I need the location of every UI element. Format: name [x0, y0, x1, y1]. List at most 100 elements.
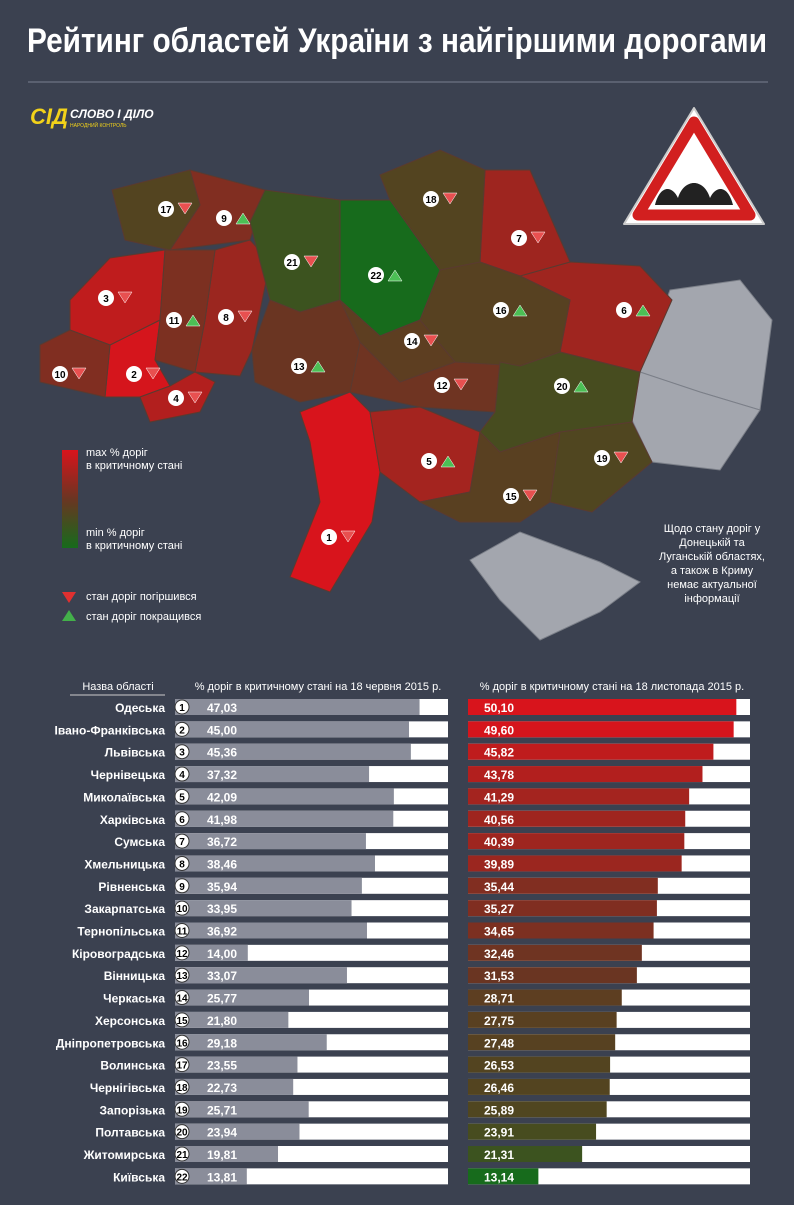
june-bar	[175, 1146, 279, 1162]
nov-track	[468, 1168, 750, 1185]
rank-number: 9	[221, 214, 227, 225]
rank-badge	[421, 453, 437, 469]
nov-value: 27,48	[484, 1036, 514, 1050]
nov-bar	[468, 1101, 607, 1118]
col-name: Назва області	[82, 681, 153, 693]
rank-number: 13	[176, 971, 188, 982]
region	[339, 199, 441, 337]
rank-number: 16	[495, 306, 507, 317]
june-value: 25,71	[207, 1103, 237, 1117]
region-name: Хмельницька	[84, 857, 165, 871]
region-name: Житомирська	[83, 1148, 166, 1162]
rank-number: 8	[179, 859, 185, 870]
rank-badge	[174, 1079, 190, 1095]
june-value: 33,07	[207, 969, 237, 983]
region-name: Кіровоградська	[72, 947, 165, 961]
rank-badge	[216, 210, 232, 226]
rank-number: 3	[103, 294, 109, 305]
june-bar	[175, 1034, 327, 1051]
june-value: 36,72	[207, 835, 237, 849]
note: Щодо стану доріг у Донецькій та Луганській…	[659, 523, 765, 605]
rank-number: 10	[54, 370, 66, 381]
region-name: Миколаївська	[83, 790, 165, 804]
region-name: Волинська	[100, 1059, 165, 1073]
trend-worse	[145, 367, 161, 380]
nov-bar	[468, 1168, 539, 1185]
nov-bar	[468, 1078, 610, 1095]
june-value: 23,94	[207, 1126, 237, 1140]
trend-better	[387, 269, 403, 282]
rank-number: 4	[179, 770, 185, 781]
june-value: 47,03	[207, 701, 237, 715]
rank-number: 12	[176, 949, 188, 960]
logo-name: СЛОВО І ДІЛО	[70, 107, 154, 121]
region-name: Запорізька	[100, 1103, 166, 1117]
region-name: Черкаська	[103, 992, 165, 1006]
nov-value: 26,46	[484, 1081, 514, 1095]
nov-value: 40,56	[484, 813, 514, 827]
trend-better	[635, 304, 651, 317]
nov-bar	[468, 1056, 611, 1073]
nov-value: 27,75	[484, 1014, 514, 1028]
rank-badge	[174, 1057, 190, 1073]
trend-worse	[423, 334, 439, 347]
june-bar	[175, 1078, 294, 1095]
rank-number: 19	[596, 454, 608, 465]
logo-sub: НАРОДНИЙ КОНТРОЛЬ	[70, 121, 127, 129]
rank-badge	[284, 254, 300, 270]
rank-number: 10	[176, 904, 188, 915]
rank-badge	[166, 312, 182, 328]
nov-value: 21,31	[484, 1148, 514, 1162]
rank-badge	[174, 811, 190, 827]
june-value: 36,92	[207, 925, 237, 939]
rank-badge	[174, 855, 190, 871]
nov-value: 26,53	[484, 1059, 514, 1073]
trend-better	[440, 455, 456, 468]
june-value: 41,98	[207, 813, 237, 827]
trend-worse	[177, 202, 193, 215]
rank-badge	[291, 358, 307, 374]
june-value: 37,32	[207, 768, 237, 782]
rank-number: 21	[286, 258, 298, 269]
map-legend: max % доріг в критичному стані min % дорі…	[62, 447, 201, 623]
rank-number: 12	[436, 381, 448, 392]
nov-value: 35,27	[484, 902, 514, 916]
trend-worse	[71, 367, 87, 380]
rank-badge	[52, 366, 68, 382]
legend-gradient	[62, 450, 78, 548]
trend-better	[310, 360, 326, 373]
rank-badge	[174, 990, 190, 1006]
occupied-region	[469, 531, 641, 641]
rank-badge	[368, 267, 384, 283]
june-value: 35,94	[207, 880, 237, 894]
logo-mark: СІД	[30, 104, 68, 129]
rank-badge	[174, 721, 190, 737]
trend-better	[573, 380, 589, 393]
nov-bar	[468, 1011, 617, 1028]
rank-badge	[174, 945, 190, 961]
nov-value: 43,78	[484, 768, 514, 782]
june-bar	[175, 1011, 289, 1028]
rank-number: 20	[556, 382, 568, 393]
trend-worse	[117, 291, 133, 304]
rank-number: 11	[169, 316, 180, 327]
rank-number: 5	[426, 457, 432, 468]
rank-number: 18	[425, 195, 437, 206]
rank-badge	[174, 788, 190, 804]
region-name: Чернівецька	[91, 768, 166, 782]
rank-badge	[174, 1146, 190, 1162]
nov-bar	[468, 967, 637, 984]
nov-bar	[468, 788, 690, 805]
rank-badge	[321, 529, 337, 545]
june-value: 25,77	[207, 992, 237, 1006]
rank-badge	[511, 230, 527, 246]
nov-bar	[468, 922, 654, 939]
region-name: Харківська	[100, 813, 165, 827]
rank-badge	[404, 333, 420, 349]
rank-number: 1	[179, 703, 185, 714]
june-value: 21,80	[207, 1014, 237, 1028]
trend-better	[235, 212, 251, 225]
rank-number: 17	[160, 205, 172, 216]
